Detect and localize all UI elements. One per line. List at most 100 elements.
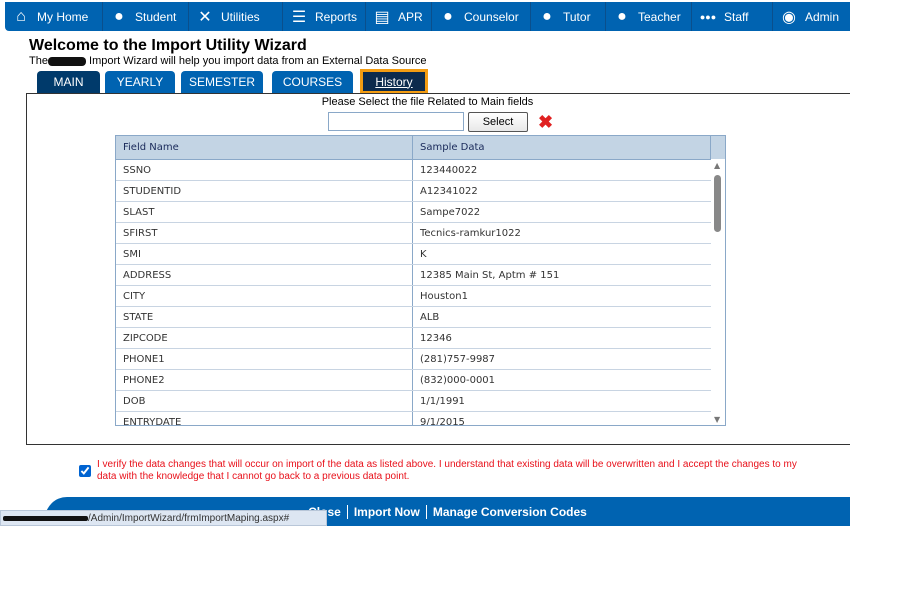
table-row[interactable]: STATE ALB	[116, 307, 711, 328]
nav-label: Reports	[315, 9, 358, 24]
column-header-sample-data[interactable]: Sample Data	[413, 136, 711, 159]
nav-my-home[interactable]: ⌂ My Home	[5, 2, 103, 31]
tools-icon: ✕	[198, 8, 212, 26]
sample-data-cell: K	[420, 248, 427, 260]
tab-panel	[26, 93, 850, 445]
verify-text: I verify the data changes that will occu…	[97, 459, 797, 482]
table-row[interactable]: CITY Houston1	[116, 286, 711, 307]
sample-data-cell: 12346	[420, 332, 452, 344]
nav-label: Teacher	[638, 9, 681, 24]
clear-file-icon[interactable]: ✖	[538, 112, 554, 132]
sample-data-cell: ALB	[420, 311, 440, 323]
nav-tutor[interactable]: ● Tutor	[531, 2, 606, 31]
field-name-cell: PHONE2	[116, 370, 413, 390]
table-row[interactable]: SFIRST Tecnics-ramkur1022	[116, 223, 711, 244]
subtitle-pre: The	[29, 55, 48, 67]
table-row[interactable]: ADDRESS 12385 Main St, Aptm # 151	[116, 265, 711, 286]
list-icon: ☰	[291, 8, 307, 26]
table-row[interactable]: PHONE2 (832)000-0001	[116, 370, 711, 391]
separator	[346, 504, 348, 519]
field-name-cell: SMI	[116, 244, 413, 264]
home-icon: ⌂	[16, 7, 26, 25]
field-name-cell: SLAST	[116, 202, 413, 222]
tutor-icon: ●	[542, 7, 552, 25]
sample-data-cell: Houston1	[420, 290, 468, 302]
import-now-link[interactable]: Import Now	[353, 504, 420, 519]
nav-label: Counselor	[464, 9, 519, 24]
select-file-button[interactable]: Select	[468, 112, 528, 132]
tab-yearly[interactable]: YEARLY	[105, 71, 175, 93]
sample-data-cell: Sampe7022	[420, 206, 481, 218]
nav-label: Staff	[724, 9, 749, 24]
manage-conversion-codes-link[interactable]: Manage Conversion Codes	[432, 504, 587, 519]
field-grid: Field Name Sample Data SSNO 123440022 STUD…	[115, 135, 726, 426]
sample-data-cell: A12341022	[420, 185, 478, 197]
scroll-thumb[interactable]	[714, 175, 721, 232]
nav-label: Student	[135, 9, 177, 24]
status-url-text: /Admin/ImportWizard/frmImportMaping.aspx…	[88, 512, 290, 524]
field-name-cell: STATE	[116, 307, 413, 327]
file-prompt: Please Select the file Related to Main f…	[321, 96, 534, 108]
table-row[interactable]: SSNO 123440022	[116, 160, 711, 181]
sample-data-cell: (281)757-9987	[420, 353, 496, 365]
column-header-field-name[interactable]: Field Name	[116, 136, 413, 159]
nav-label: My Home	[37, 9, 89, 24]
nav-label: APR	[398, 9, 423, 24]
tab-semester[interactable]: SEMESTER	[181, 71, 263, 93]
counselor-icon: ●	[443, 7, 453, 25]
student-icon: ●	[114, 7, 124, 25]
nav-label: Tutor	[563, 9, 591, 24]
field-name-cell: ADDRESS	[116, 265, 413, 285]
field-name-cell: SSNO	[116, 160, 413, 180]
sample-data-cell: Tecnics-ramkur1022	[420, 227, 521, 239]
nav-student[interactable]: ● Student	[103, 2, 189, 31]
nav-label: Admin	[805, 9, 840, 24]
table-row[interactable]: DOB 1/1/1991	[116, 391, 711, 412]
separator	[425, 504, 427, 519]
grid-header: Field Name Sample Data	[116, 136, 725, 160]
sample-data-cell: 9/1/2015	[420, 416, 465, 426]
field-name-cell: ZIPCODE	[116, 328, 413, 348]
table-row[interactable]: ENTRYDATE 9/1/2015	[116, 412, 711, 426]
verify-checkbox[interactable]	[79, 465, 91, 477]
field-name-cell: PHONE1	[116, 349, 413, 369]
sample-data-cell: 12385 Main St, Aptm # 151	[420, 269, 560, 281]
table-row[interactable]: STUDENTID A12341022	[116, 181, 711, 202]
verify-section: I verify the data changes that will occu…	[79, 459, 819, 483]
group-icon: ●●●	[699, 11, 717, 22]
field-name-cell: STUDENTID	[116, 181, 413, 201]
nav-apr[interactable]: ▤ APR	[366, 2, 432, 31]
tab-history[interactable]: History	[360, 69, 428, 94]
nav-reports[interactable]: ☰ Reports	[283, 2, 366, 31]
nav-staff[interactable]: ●●● Staff	[692, 2, 773, 31]
nav-utilities[interactable]: ✕ Utilities	[189, 2, 283, 31]
scroll-down-icon[interactable]: ▼	[714, 415, 721, 424]
table-row[interactable]: SLAST Sampe7022	[116, 202, 711, 223]
field-name-cell: ENTRYDATE	[116, 412, 413, 425]
redacted-name	[47, 56, 86, 66]
page-title: Welcome to the Import Utility Wizard	[29, 37, 307, 54]
document-icon: ▤	[374, 8, 390, 26]
file-path-input[interactable]	[328, 112, 464, 131]
tab-courses[interactable]: COURSES	[272, 71, 353, 93]
nav-admin[interactable]: ◉ Admin	[773, 2, 850, 31]
sample-data-cell: 123440022	[420, 164, 478, 176]
status-bar-url: /Admin/ImportWizard/frmImportMaping.aspx…	[0, 510, 327, 526]
table-row[interactable]: SMI K	[116, 244, 711, 265]
grid-scrollbar[interactable]: ▲ ▼	[711, 159, 725, 425]
nav-teacher[interactable]: ● Teacher	[606, 2, 692, 31]
sample-data-cell: (832)000-0001	[420, 374, 496, 386]
scroll-up-icon[interactable]: ▲	[714, 161, 721, 170]
field-name-cell: DOB	[116, 391, 413, 411]
teacher-icon: ●	[617, 7, 627, 25]
redacted-host	[3, 515, 88, 521]
table-row[interactable]: PHONE1 (281)757-9987	[116, 349, 711, 370]
nav-counselor[interactable]: ● Counselor	[432, 2, 531, 31]
field-name-cell: SFIRST	[116, 223, 413, 243]
sample-data-cell: 1/1/1991	[420, 395, 465, 407]
tab-main[interactable]: MAIN	[37, 71, 100, 93]
user-circle-icon: ◉	[782, 8, 796, 26]
nav-label: Utilities	[221, 9, 260, 24]
field-name-cell: CITY	[116, 286, 413, 306]
table-row[interactable]: ZIPCODE 12346	[116, 328, 711, 349]
